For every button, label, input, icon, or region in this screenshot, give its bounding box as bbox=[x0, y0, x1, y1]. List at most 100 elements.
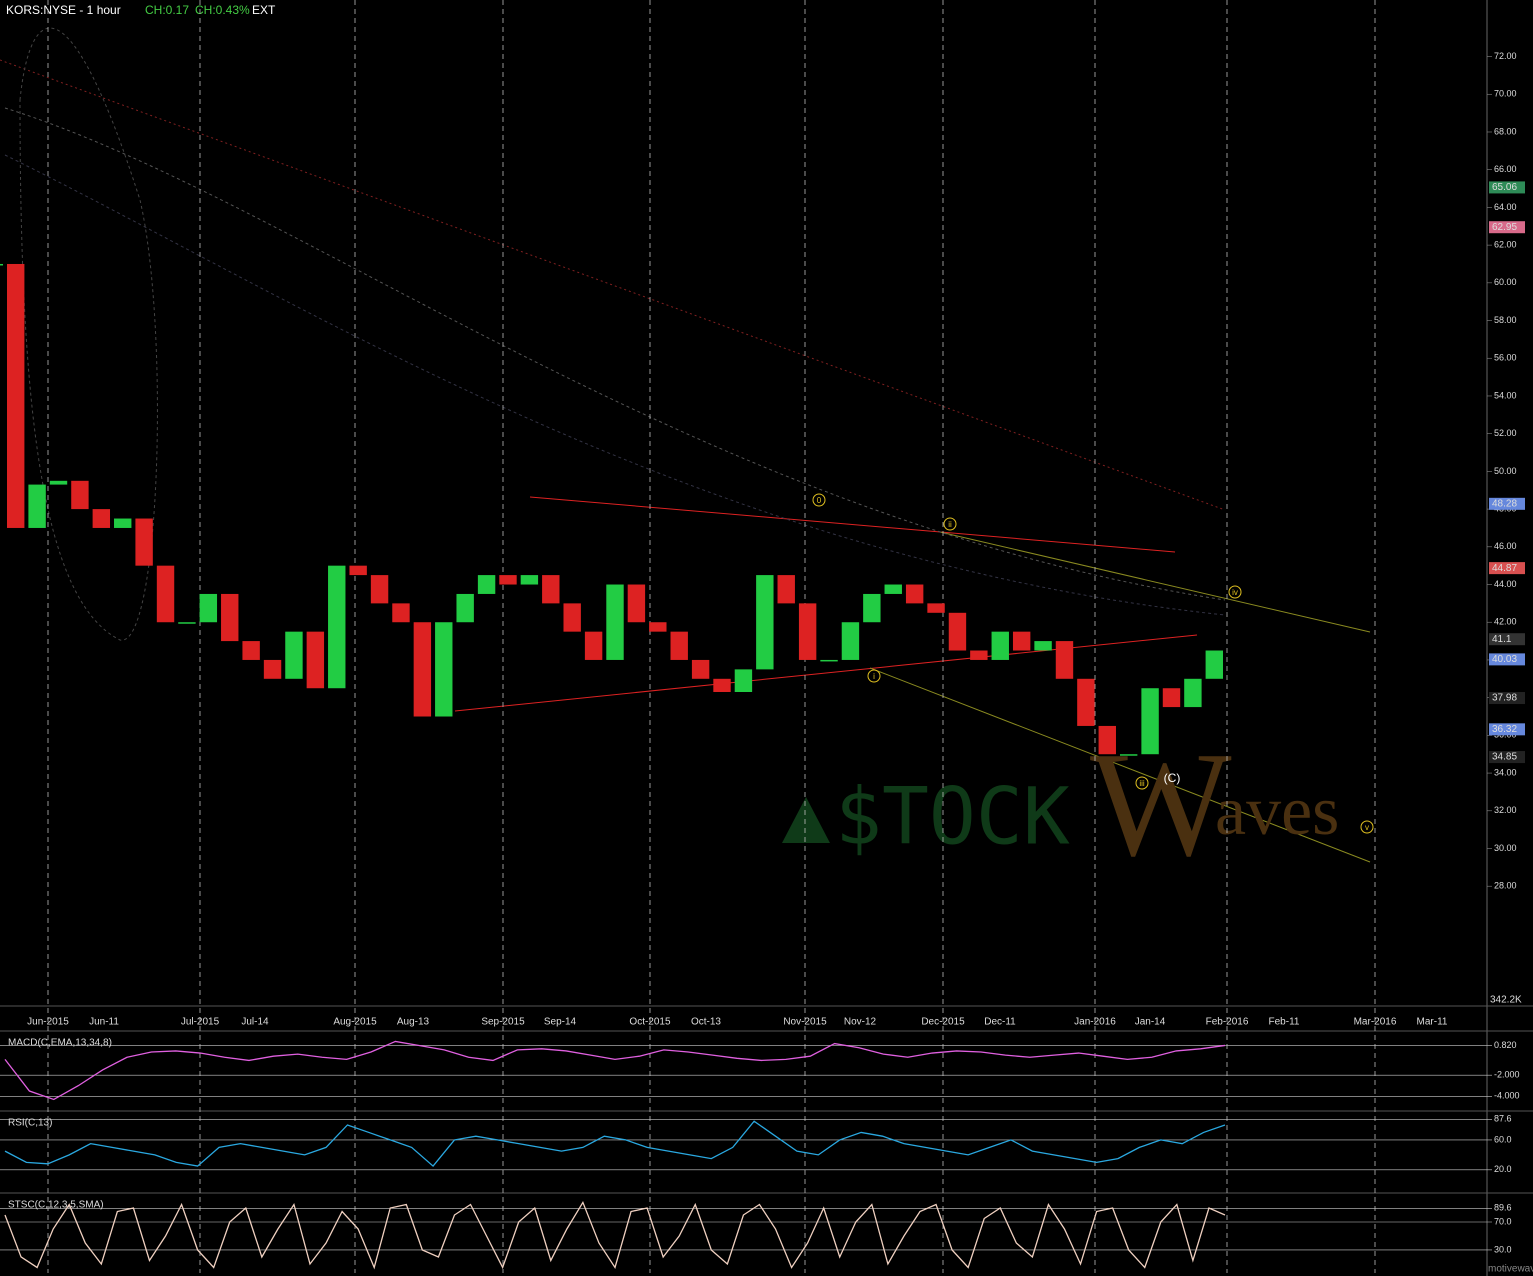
y-tick-label: 54.00 bbox=[1494, 390, 1517, 400]
candle bbox=[542, 575, 560, 604]
volume-label: 342.2K bbox=[1490, 995, 1522, 1006]
y-tick-label: 50.00 bbox=[1494, 466, 1517, 476]
candle bbox=[1034, 641, 1052, 651]
y-tick-label: 46.00 bbox=[1494, 541, 1517, 551]
x-tick-label: Oct-2015 bbox=[629, 1017, 671, 1028]
candle bbox=[970, 650, 988, 660]
candle bbox=[691, 659, 710, 679]
y-tick-label: 89.6 bbox=[1494, 1203, 1512, 1213]
price-flag-label: 48.28 bbox=[1492, 498, 1517, 509]
y-tick-label: 66.00 bbox=[1494, 164, 1517, 174]
candle bbox=[905, 584, 924, 604]
x-tick-label: Mar-2016 bbox=[1354, 1017, 1397, 1028]
candle bbox=[71, 480, 89, 510]
candle bbox=[456, 593, 474, 623]
candle bbox=[370, 575, 389, 604]
candle bbox=[563, 603, 581, 632]
x-tick-label: Nov-12 bbox=[844, 1017, 877, 1028]
y-tick-label: 62.00 bbox=[1494, 239, 1517, 249]
candle bbox=[1077, 678, 1095, 726]
candle bbox=[242, 641, 260, 660]
candle bbox=[756, 575, 774, 670]
x-tick-label: Oct-13 bbox=[691, 1017, 721, 1028]
x-tick-label: Dec-2015 bbox=[921, 1017, 965, 1028]
candle bbox=[1012, 631, 1031, 651]
x-tick-label: Aug-13 bbox=[397, 1017, 430, 1028]
candle bbox=[413, 622, 432, 717]
logo: $TOCK W aves bbox=[782, 721, 1339, 887]
wave-label: i bbox=[873, 672, 875, 681]
candle bbox=[328, 565, 346, 689]
candle bbox=[92, 509, 111, 528]
logo-text: aves bbox=[1215, 773, 1339, 850]
x-tick-label: Nov-2015 bbox=[783, 1017, 827, 1028]
wave-label: iii bbox=[1139, 779, 1145, 788]
candle bbox=[1205, 650, 1223, 679]
y-tick-label: -4.000 bbox=[1494, 1091, 1520, 1101]
wave-marker bbox=[867, 669, 881, 683]
candle bbox=[0, 263, 3, 266]
candle bbox=[435, 622, 453, 717]
panel-title: RSI(C,13) bbox=[8, 1118, 52, 1129]
candle bbox=[734, 669, 753, 692]
candle bbox=[798, 603, 817, 660]
y-tick-label: 20.0 bbox=[1494, 1164, 1512, 1174]
candle bbox=[520, 575, 539, 585]
x-tick-label: Sep-2015 bbox=[481, 1017, 525, 1028]
price-flag bbox=[1489, 633, 1525, 646]
wave-marker bbox=[812, 493, 826, 507]
price-flag bbox=[1489, 562, 1525, 575]
x-tick-label: Mar-11 bbox=[1417, 1017, 1448, 1028]
x-tick-label: Sep-14 bbox=[544, 1017, 577, 1028]
price-flag-label: 41.1 bbox=[1492, 634, 1512, 645]
wave-marker bbox=[1228, 585, 1242, 599]
x-tick-label: Jul-2015 bbox=[181, 1017, 220, 1028]
candle bbox=[306, 631, 325, 689]
candle bbox=[820, 659, 838, 662]
wave-label: ii bbox=[948, 520, 952, 529]
y-tick-label: 60.00 bbox=[1494, 277, 1517, 287]
candle bbox=[199, 593, 218, 623]
candle bbox=[392, 603, 410, 623]
y-tick-label: 87.6 bbox=[1494, 1114, 1512, 1124]
candle bbox=[1119, 754, 1138, 756]
candle bbox=[114, 518, 132, 528]
price-flag-label: 34.85 bbox=[1492, 752, 1517, 763]
y-tick-label: 64.00 bbox=[1494, 202, 1517, 212]
wave-label: 0 bbox=[817, 496, 822, 505]
candle bbox=[263, 659, 282, 679]
price-flag bbox=[1489, 751, 1525, 764]
price-flag-label: 36.32 bbox=[1492, 724, 1517, 735]
session: EXT bbox=[252, 3, 276, 17]
wave-label: (C) bbox=[1164, 771, 1181, 785]
candle bbox=[1141, 688, 1159, 755]
y-tick-label: 0.820 bbox=[1494, 1040, 1517, 1050]
y-tick-label: 30.00 bbox=[1494, 843, 1517, 853]
x-tick-label: Feb-2016 bbox=[1206, 1017, 1249, 1028]
watermark: motivewave.com bbox=[1488, 1264, 1533, 1275]
wave-label: iv bbox=[1232, 588, 1238, 597]
price-flag bbox=[1489, 181, 1525, 194]
change: CH:0.17 bbox=[145, 3, 189, 17]
x-tick-label: Jan-2016 bbox=[1074, 1017, 1116, 1028]
candle bbox=[178, 622, 196, 624]
price-flag bbox=[1489, 497, 1525, 510]
x-tick-label: Jun-11 bbox=[89, 1017, 119, 1028]
y-tick-label: 44.00 bbox=[1494, 579, 1517, 589]
x-tick-label: Dec-11 bbox=[984, 1017, 1016, 1028]
candle bbox=[627, 584, 646, 623]
candle bbox=[927, 603, 945, 613]
candle bbox=[713, 678, 731, 692]
candle bbox=[884, 584, 902, 594]
y-tick-label: 42.00 bbox=[1494, 617, 1517, 627]
price-flag-label: 65.06 bbox=[1492, 182, 1517, 193]
y-tick-label: 52.00 bbox=[1494, 428, 1517, 438]
candle bbox=[841, 622, 860, 660]
candle bbox=[991, 631, 1009, 660]
candle bbox=[649, 622, 667, 632]
x-tick-label: Aug-2015 bbox=[333, 1017, 377, 1028]
y-tick-label: 70.00 bbox=[1494, 89, 1517, 99]
y-tick-label: 72.00 bbox=[1494, 51, 1517, 61]
wave-label: v bbox=[1365, 823, 1369, 832]
